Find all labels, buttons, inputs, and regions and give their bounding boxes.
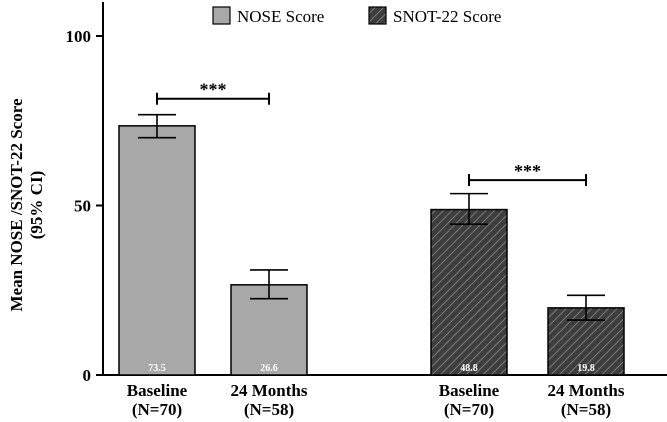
- x-axis-labels: Baseline(N=70)24 Months(N=58)Baseline(N=…: [127, 381, 625, 419]
- y-tick-label: 0: [83, 366, 92, 385]
- bars-layer: 73.5 26.6 48.8 19.8: [118, 113, 625, 376]
- y-axis-title: Mean NOSE /SNOT-22 Score (95% CI): [7, 98, 46, 311]
- significance-stars: ***: [200, 80, 227, 100]
- bar-value-label: 48.8: [460, 363, 478, 374]
- y-axis-title-line1: Mean NOSE /SNOT-22 Score: [7, 98, 26, 311]
- bar-value-label: 73.5: [148, 363, 166, 374]
- x-tick-label-line1: Baseline: [127, 381, 188, 400]
- bar: [430, 208, 508, 376]
- y-tick-label: 100: [66, 27, 92, 46]
- legend-swatch-snot22: [368, 6, 387, 25]
- y-axis-ticks: 0 50 100: [66, 27, 103, 385]
- significance-stars: ***: [514, 161, 541, 181]
- x-tick-label-line2: (N=58): [244, 400, 294, 419]
- x-tick-label-line1: 24 Months: [548, 381, 625, 400]
- significance-layer: *** ***: [156, 80, 587, 187]
- bar-value-label: 26.6: [260, 363, 278, 374]
- bar: [230, 284, 308, 376]
- legend-swatch-nose: [212, 6, 231, 25]
- bar-value-label: 19.8: [577, 363, 595, 374]
- bar: [118, 125, 196, 376]
- legend-label-nose: NOSE Score: [237, 7, 324, 26]
- x-tick-label-line2: (N=58): [561, 400, 611, 419]
- legend: NOSE Score SNOT-22 Score: [212, 6, 501, 26]
- x-tick-label-line2: (N=70): [132, 400, 182, 419]
- y-axis-title-line2: (95% CI): [27, 171, 46, 239]
- x-tick-label-line2: (N=70): [444, 400, 494, 419]
- x-tick-label-line1: Baseline: [439, 381, 500, 400]
- legend-label-snot22: SNOT-22 Score: [393, 7, 501, 26]
- y-tick-label: 50: [74, 197, 91, 216]
- x-tick-label-line1: 24 Months: [231, 381, 308, 400]
